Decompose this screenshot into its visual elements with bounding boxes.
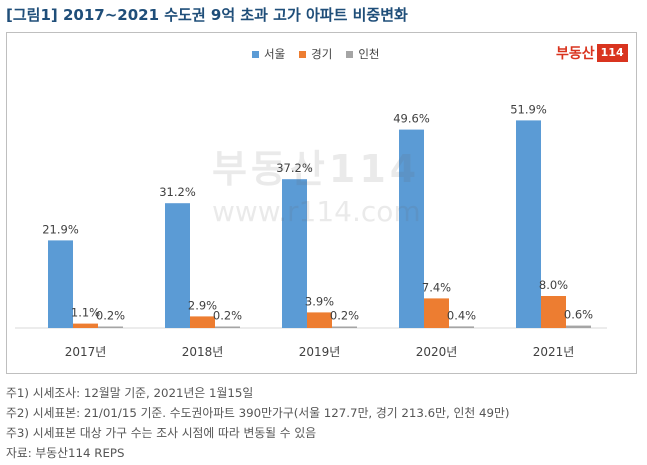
logo-number-badge: 114 (596, 44, 628, 62)
data-label-seoul-3: 37.2% (276, 161, 313, 175)
data-label-incheon-5: 0.6% (564, 308, 593, 322)
legend-item-incheon: 인천 (346, 46, 380, 62)
data-label-incheon-3: 0.2% (330, 309, 359, 323)
data-label-seoul-4: 49.6% (393, 112, 430, 126)
legend-label-seoul: 서울 (264, 47, 286, 61)
bar-seoul-4 (399, 129, 424, 328)
x-tick-label-4: 2020년 (416, 345, 458, 359)
bar-incheon-1 (98, 326, 123, 328)
bar-gyeonggi-1 (73, 323, 98, 328)
data-label-gyeonggi-5: 8.0% (539, 278, 568, 292)
logo-brand-text: 부동산 (556, 46, 595, 62)
bar-seoul-2 (165, 203, 190, 328)
data-label-gyeonggi-1: 1.1% (71, 306, 100, 320)
x-tick-label-1: 2017년 (65, 345, 107, 359)
bar-gyeonggi-5 (541, 296, 566, 328)
bar-incheon-2 (215, 326, 240, 328)
brand-logo: 부동산 114 (556, 42, 628, 64)
bar-gyeonggi-3 (307, 312, 332, 328)
bar-incheon-5 (566, 325, 591, 328)
legend-label-incheon: 인천 (358, 47, 380, 61)
data-label-gyeonggi-3: 3.9% (305, 294, 334, 308)
data-label-gyeonggi-4: 7.4% (422, 280, 451, 294)
legend-swatch-incheon (346, 50, 354, 58)
footnote-1: 주1) 시세조사: 12월말 기준, 2021년은 1월15일 (6, 386, 254, 400)
legend-item-gyeonggi: 경기 (299, 46, 332, 62)
chart-title: [그림1] 2017~2021 수도권 9억 초과 고가 아파트 비중변화 (6, 6, 408, 24)
bar-seoul-1 (48, 240, 73, 328)
bar-incheon-3 (332, 326, 357, 328)
legend-label-gyeonggi: 경기 (311, 47, 333, 61)
bar-seoul-5 (516, 120, 541, 329)
bar-seoul-3 (282, 179, 307, 328)
x-tick-label-5: 2021년 (533, 345, 575, 359)
source-note: 자료: 부동산114 REPS (6, 446, 125, 460)
bar-incheon-4 (449, 326, 474, 328)
bar-gyeonggi-4 (424, 298, 449, 328)
data-label-incheon-1: 0.2% (96, 309, 125, 323)
data-label-seoul-2: 31.2% (159, 185, 196, 199)
x-tick-label-2: 2018년 (182, 345, 224, 359)
legend-swatch-seoul (252, 50, 259, 58)
bar-chart: 21.9%1.1%0.2%2017년31.2%2.9%0.2%2018년37.2… (15, 102, 607, 359)
chart-legend: 서울 경기 인천 (252, 46, 380, 62)
data-label-gyeonggi-2: 2.9% (188, 298, 217, 312)
legend-swatch-gyeonggi (299, 50, 307, 58)
x-tick-label-3: 2019년 (299, 345, 341, 359)
legend-item-seoul: 서울 (252, 46, 285, 62)
data-label-incheon-4: 0.4% (447, 308, 476, 322)
chart-panel: 21.9% 1.1% 0.2% 2017년 31.2% 2.9% 0.2% 2018년 37.2… (6, 32, 637, 374)
footnote-3: 주3) 시세표본 대상 가구 수는 조사 시점에 따라 변동될 수 있음 (6, 426, 317, 440)
footnotes: 주1) 시세조사: 12월말 기준, 2021년은 1월15일 주2) 시세표본… (6, 383, 509, 463)
data-label-seoul-5: 51.9% (510, 102, 547, 116)
data-label-incheon-2: 0.2% (213, 309, 242, 323)
bar-gyeonggi-2 (190, 316, 215, 328)
footnote-2: 주2) 시세표본: 21/01/15 기준. 수도권아파트 390만가구(서울 … (6, 406, 510, 420)
data-label-seoul-1: 21.9% (42, 222, 79, 236)
